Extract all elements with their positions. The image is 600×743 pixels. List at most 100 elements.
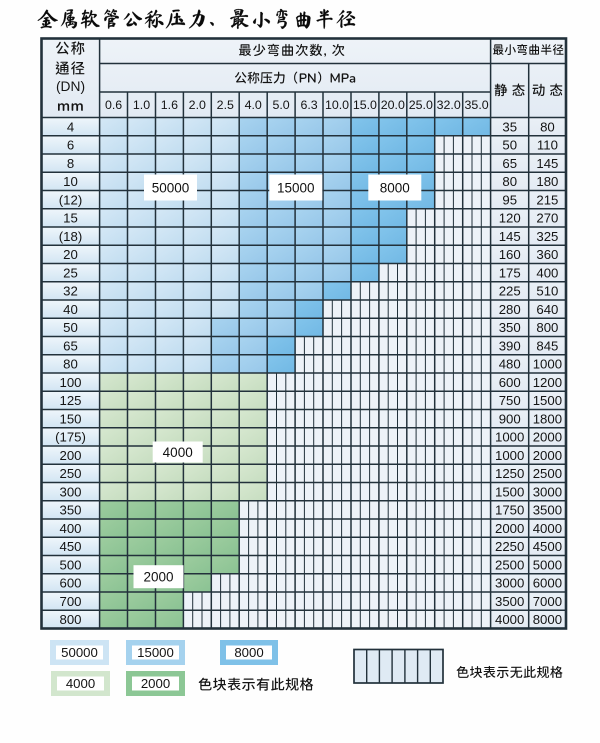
svg-text:800: 800 <box>59 612 81 627</box>
svg-text:50000: 50000 <box>152 180 190 195</box>
svg-text:15: 15 <box>63 211 78 226</box>
svg-text:225: 225 <box>499 284 521 299</box>
svg-text:800: 800 <box>536 320 558 335</box>
svg-text:2.5: 2.5 <box>217 98 234 112</box>
svg-text:4: 4 <box>67 119 74 134</box>
svg-text:50: 50 <box>502 138 517 153</box>
svg-text:100: 100 <box>59 375 81 390</box>
svg-text:0.6: 0.6 <box>105 98 122 112</box>
svg-text:200: 200 <box>59 448 81 463</box>
svg-text:80: 80 <box>63 357 78 372</box>
svg-text:65: 65 <box>502 156 517 171</box>
svg-text:2500: 2500 <box>533 466 562 481</box>
svg-text:480: 480 <box>499 357 521 372</box>
svg-text:510: 510 <box>536 284 558 299</box>
svg-text:1200: 1200 <box>533 375 562 390</box>
svg-text:2000: 2000 <box>143 570 173 585</box>
svg-text:2500: 2500 <box>495 557 524 572</box>
svg-text:95: 95 <box>502 192 517 207</box>
svg-text:2250: 2250 <box>495 539 524 554</box>
svg-text:1250: 1250 <box>495 466 524 481</box>
svg-text:25.0: 25.0 <box>409 98 433 112</box>
svg-text:8: 8 <box>67 156 74 171</box>
svg-text:10.0: 10.0 <box>325 98 349 112</box>
svg-text:1500: 1500 <box>533 393 562 408</box>
svg-text:10: 10 <box>63 174 78 189</box>
svg-text:2000: 2000 <box>533 430 562 445</box>
svg-text:300: 300 <box>59 484 81 499</box>
svg-text:400: 400 <box>59 521 81 536</box>
svg-text:32.0: 32.0 <box>437 98 461 112</box>
svg-text:1800: 1800 <box>533 411 562 426</box>
svg-text:600: 600 <box>499 375 521 390</box>
svg-text:4000: 4000 <box>163 445 193 460</box>
svg-text:(18): (18) <box>59 229 82 244</box>
svg-text:15000: 15000 <box>277 180 315 195</box>
svg-text:50000: 50000 <box>61 645 98 660</box>
svg-text:(175): (175) <box>55 430 86 445</box>
svg-text:1000: 1000 <box>533 357 562 372</box>
svg-text:2000: 2000 <box>495 521 524 536</box>
svg-text:15000: 15000 <box>137 645 174 660</box>
svg-text:360: 360 <box>536 247 558 262</box>
svg-text:20.0: 20.0 <box>381 98 405 112</box>
svg-text:250: 250 <box>59 466 81 481</box>
svg-text:350: 350 <box>499 320 521 335</box>
svg-text:350: 350 <box>59 503 81 518</box>
svg-text:175: 175 <box>499 265 521 280</box>
svg-text:4000: 4000 <box>66 676 95 691</box>
svg-text:325: 325 <box>536 229 558 244</box>
svg-text:600: 600 <box>59 576 81 591</box>
svg-text:215: 215 <box>536 192 558 207</box>
svg-text:1750: 1750 <box>495 503 524 518</box>
svg-text:640: 640 <box>536 302 558 317</box>
svg-text:2000: 2000 <box>533 448 562 463</box>
svg-text:270: 270 <box>536 211 558 226</box>
svg-text:280: 280 <box>499 302 521 317</box>
svg-text:20: 20 <box>63 247 78 262</box>
svg-text:160: 160 <box>499 247 521 262</box>
svg-text:1.0: 1.0 <box>133 98 150 112</box>
svg-text:4500: 4500 <box>533 539 562 554</box>
svg-text:5000: 5000 <box>533 557 562 572</box>
svg-text:2000: 2000 <box>141 676 170 691</box>
svg-text:700: 700 <box>59 594 81 609</box>
svg-text:1000: 1000 <box>495 430 524 445</box>
svg-text:150: 150 <box>59 411 81 426</box>
svg-text:(DN): (DN) <box>56 79 85 94</box>
svg-text:2.0: 2.0 <box>189 98 206 112</box>
svg-text:125: 125 <box>59 393 81 408</box>
svg-text:120: 120 <box>499 211 521 226</box>
svg-text:180: 180 <box>536 174 558 189</box>
svg-text:4.0: 4.0 <box>245 98 262 112</box>
svg-text:900: 900 <box>499 411 521 426</box>
svg-text:7000: 7000 <box>533 594 562 609</box>
svg-text:25: 25 <box>63 265 78 280</box>
svg-text:(12): (12) <box>59 192 82 207</box>
svg-text:3000: 3000 <box>533 484 562 499</box>
svg-text:845: 845 <box>536 338 558 353</box>
svg-text:145: 145 <box>499 229 521 244</box>
svg-text:400: 400 <box>536 265 558 280</box>
svg-text:6.3: 6.3 <box>300 98 317 112</box>
svg-text:3000: 3000 <box>495 576 524 591</box>
svg-text:6000: 6000 <box>533 576 562 591</box>
svg-text:6: 6 <box>67 138 74 153</box>
svg-text:50: 50 <box>63 320 78 335</box>
svg-text:750: 750 <box>499 393 521 408</box>
svg-text:4000: 4000 <box>533 521 562 536</box>
svg-text:32: 32 <box>63 284 78 299</box>
svg-text:145: 145 <box>536 156 558 171</box>
svg-text:8000: 8000 <box>380 180 410 195</box>
svg-text:1.6: 1.6 <box>161 98 178 112</box>
svg-text:110: 110 <box>537 138 558 153</box>
svg-text:8000: 8000 <box>533 612 562 627</box>
svg-text:80: 80 <box>540 119 555 134</box>
svg-text:450: 450 <box>59 539 81 554</box>
svg-text:15.0: 15.0 <box>353 98 377 112</box>
svg-text:3500: 3500 <box>533 503 562 518</box>
svg-text:65: 65 <box>63 338 78 353</box>
svg-text:80: 80 <box>502 174 517 189</box>
svg-text:5.0: 5.0 <box>272 98 289 112</box>
svg-text:3500: 3500 <box>495 594 524 609</box>
